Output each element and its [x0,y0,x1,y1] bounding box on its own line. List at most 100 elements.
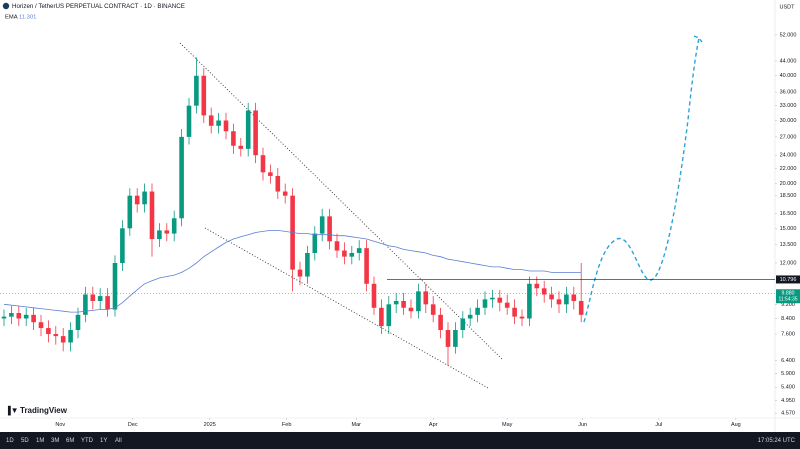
y-tick-label: 5.400 [781,385,795,391]
candle-body [408,307,414,312]
chart-title: Horizen / TetherUS PERPETUAL CONTRACT · … [12,3,185,10]
candle-body [334,241,340,251]
candle-body [556,299,562,305]
range-button[interactable]: All [115,438,122,444]
candle-body [157,230,162,240]
candle-body [527,283,532,319]
x-tick-label: Aug [731,422,741,428]
candle-body [9,313,14,317]
candle-body [105,296,110,310]
y-tick-label: 52.000 [780,32,797,38]
x-tick-label: Mar [351,422,361,428]
brand-name: TradingView [20,406,68,415]
candle-body [245,110,251,149]
y-tick-label: 16.500 [780,211,797,217]
candle-body [512,307,517,317]
candle-body [467,314,473,319]
x-tick-label: Feb [282,422,291,428]
range-button[interactable]: YTD [81,438,94,444]
candle-body [38,322,44,329]
candle-body [342,250,347,257]
clock: 17:05:24 UTC [758,438,796,444]
candle-body [194,75,199,106]
price-label-box [776,289,800,304]
x-tick-label: Jun [578,422,587,428]
projection-path [583,35,703,323]
candle-body [149,191,155,240]
candle-body [519,316,525,319]
y-tick-label: 8.400 [781,316,795,322]
candle-body [445,330,451,347]
candle-body [497,297,503,303]
candle-body [297,269,303,277]
candle-body [504,302,510,308]
candle-body [97,296,103,301]
range-button[interactable]: 1Y [100,438,107,444]
bottom-toolbar [0,432,800,449]
y-tick-label: 30.000 [780,118,797,124]
y-tick-label: 24.000 [780,153,797,159]
plot [0,57,775,366]
candle-body [238,145,244,149]
range-button[interactable]: 5D [21,438,29,444]
candle-body [578,300,584,315]
candle-body [68,330,73,343]
candle-body [216,120,221,126]
candle-body [90,294,96,301]
range-button[interactable]: 3M [51,438,59,444]
candle-body [1,316,7,319]
candle-body [120,228,125,264]
candle-body [534,283,540,289]
candle-body [371,283,377,308]
x-tick-label: 2025 [204,422,216,428]
y-tick-label: 27.000 [780,134,797,140]
trend-line [179,42,504,361]
x-tick-label: May [502,422,513,428]
brand-logo: ▐▼ [5,405,19,416]
candle-body [416,291,421,312]
candle-body [31,314,36,323]
range-button[interactable]: 6M [66,438,74,444]
candle-body [127,195,133,229]
candle-body [305,252,310,277]
x-tick-label: Jul [655,422,662,428]
trend-line [204,227,489,389]
x-tick-label: Apr [429,422,438,428]
y-tick-label: 12.000 [780,260,797,266]
price-label: 9.880 [782,291,795,297]
y-tick-label: 5.900 [781,371,795,377]
y-tick-label: 15.000 [780,226,797,232]
candle-body [53,334,59,337]
candle-body [438,314,443,331]
candle-body [282,191,288,196]
y-tick-label: 9.200 [781,302,795,308]
candle-body [23,314,29,319]
x-tick-label: Nov [55,422,65,428]
level-label-box [776,275,800,284]
candle-body [134,195,140,205]
candle-body [75,314,81,331]
y-tick-label: 13.500 [780,242,797,248]
candle-body [430,304,436,315]
range-button[interactable]: 1M [36,438,44,444]
y-tick-label: 20.000 [780,181,797,187]
toolbar-ranges: 1D 5D 1M 3M 6M YTD 1Y All [6,438,122,444]
y-tick-label: 4.950 [781,398,795,404]
candle-body [549,294,554,300]
candle-body [260,155,266,173]
candle-body [482,299,488,308]
candle-body [16,313,22,319]
symbol-icon [2,2,10,10]
candle-body [142,191,147,205]
candle-body [60,336,66,343]
range-button[interactable]: 1D [6,438,14,444]
candle-body [564,294,569,305]
candle-body [475,307,480,315]
indicator-name: EMA [5,15,18,21]
y-tick-label: 4.570 [781,411,795,417]
y-tick-label: 44.000 [780,58,797,64]
price-countdown: 11:54:35 [778,297,797,303]
candle-body [460,318,466,331]
candle-body [268,172,273,176]
